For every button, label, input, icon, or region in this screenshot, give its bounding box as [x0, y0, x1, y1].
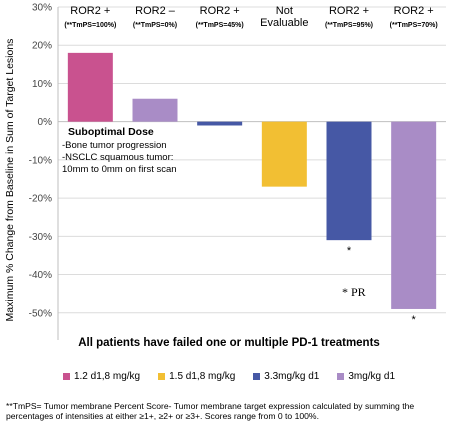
bar [197, 121, 243, 126]
legend-label: 3.3mg/kg d1 [264, 371, 320, 382]
y-tick-label: -10% [29, 155, 52, 166]
bar-title-label: Not [276, 5, 293, 17]
y-tick-label: 10% [32, 79, 52, 90]
legend-item: 3mg/kg d1 [337, 371, 395, 382]
footnote: **TmPS= Tumor membrane Percent Score- Tu… [6, 401, 415, 422]
bar [67, 52, 113, 122]
suboptimal-dose-note: -NSCLC squamous tumor: [62, 152, 173, 163]
chart-footer: All patients have failed one or multiple… [78, 337, 380, 349]
bar-title-label: ROR2 – [135, 5, 176, 17]
legend-label: 1.2 d1,8 mg/kg [73, 371, 141, 382]
legend-item: 1.2 d1,8 mg/kg [62, 371, 141, 382]
legend-swatch [62, 373, 70, 380]
y-tick-label: 20% [32, 41, 52, 52]
y-tick-label: 30% [32, 3, 52, 14]
bar-subtitle-label: (**TmPS=95%) [325, 22, 373, 29]
legend-swatch [253, 373, 261, 380]
y-axis-label-wrap: Maximum % Change from Baseline in Sum of… [0, 0, 20, 360]
y-tick-label: -40% [29, 270, 52, 281]
legend: 1.2 d1,8 mg/kg 1.5 d1,8 mg/kg 3.3mg/kg d1 3… [0, 371, 458, 382]
bar-chart: 30%20%10%0%-10%-20%-30%-40%-50%-60%ROR2 … [29, 3, 446, 340]
y-tick-label: 0% [38, 117, 53, 128]
y-tick-label: -30% [29, 232, 52, 243]
bar [326, 121, 372, 241]
bar-title-label: ROR2 + [329, 5, 369, 17]
bar-subtitle-label: (**TmPS=70%) [390, 22, 438, 29]
bar-marker: * [347, 245, 352, 257]
y-tick-label: -50% [29, 308, 52, 319]
bar-marker: * [412, 314, 417, 326]
legend-item: 3.3mg/kg d1 [253, 371, 319, 382]
legend-swatch [337, 373, 345, 380]
bar [261, 121, 307, 187]
pr-annotation: * PR [342, 285, 366, 299]
legend-item: 1.5 d1,8 mg/kg [158, 371, 235, 382]
bar [132, 98, 178, 122]
bar-title-label: ROR2 + [394, 5, 434, 17]
bar-subtitle-label: (**TmPS=45%) [196, 22, 244, 29]
legend-label: 1.5 d1,8 mg/kg [169, 371, 236, 382]
bar-title-label: ROR2 + [200, 5, 240, 17]
legend-swatch [158, 373, 166, 380]
bar-subtitle-label: (**TmPS=100%) [64, 22, 116, 29]
suboptimal-dose-title: Suboptimal Dose [68, 126, 154, 138]
bar-title-label: Evaluable [260, 17, 308, 29]
bar [391, 121, 437, 309]
y-tick-label: -20% [29, 194, 52, 205]
bar-subtitle-label: (**TmPS=0%) [133, 22, 177, 29]
suboptimal-dose-note: 10mm to 0mm on first scan [62, 164, 177, 175]
suboptimal-dose-note: -Bone tumor progression [62, 140, 167, 151]
legend-label: 3mg/kg d1 [348, 371, 396, 382]
y-axis-label: Maximum % Change from Baseline in Sum of… [4, 38, 16, 322]
bar-title-label: ROR2 + [70, 5, 110, 17]
